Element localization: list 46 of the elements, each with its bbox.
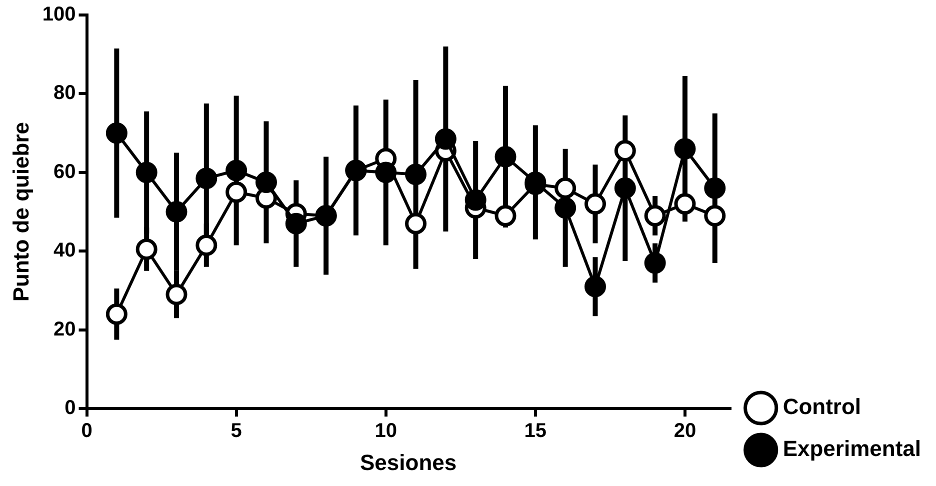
- point: [644, 252, 666, 274]
- y-tick-label: 80: [54, 82, 76, 104]
- point: [106, 122, 128, 144]
- x-tick-label: 15: [524, 420, 547, 442]
- y-tick-label: 20: [54, 318, 76, 340]
- y-tick-label: 0: [64, 397, 76, 420]
- point: [464, 189, 486, 211]
- point: [614, 177, 636, 199]
- point: [405, 212, 427, 234]
- point: [674, 193, 696, 215]
- y-tick-label: 60: [54, 160, 76, 183]
- point: [106, 303, 128, 325]
- x-tick-label: 5: [230, 420, 242, 442]
- point: [226, 181, 248, 203]
- point: [494, 204, 516, 226]
- point: [584, 193, 606, 215]
- point: [196, 234, 218, 256]
- point: [166, 284, 188, 306]
- y-tick-label: 100: [42, 4, 76, 26]
- point: [494, 146, 516, 168]
- point: [614, 140, 636, 162]
- point: [434, 128, 456, 150]
- legend-label: Control: [782, 394, 862, 420]
- point: [554, 177, 576, 199]
- point: [136, 162, 158, 184]
- point: [285, 212, 307, 234]
- y-tick-label: 40: [54, 240, 76, 262]
- point: [375, 162, 397, 184]
- point: [674, 138, 696, 160]
- x-axis-title: Sesiones: [360, 450, 457, 475]
- point: [704, 204, 726, 226]
- point: [226, 160, 248, 182]
- legend-label: Experimental: [782, 436, 922, 462]
- point: [554, 197, 576, 219]
- point: [136, 238, 158, 260]
- x-tick-label: 0: [81, 420, 92, 442]
- point: [255, 172, 277, 194]
- point: [166, 201, 188, 223]
- point: [196, 168, 218, 190]
- y-axis-title: Punto de quiebre: [8, 122, 34, 302]
- x-tick-label: 10: [374, 420, 397, 442]
- point: [405, 164, 427, 186]
- point: [584, 276, 606, 298]
- point: [704, 177, 726, 199]
- point: [644, 204, 666, 226]
- x-tick-label: 20: [674, 420, 696, 442]
